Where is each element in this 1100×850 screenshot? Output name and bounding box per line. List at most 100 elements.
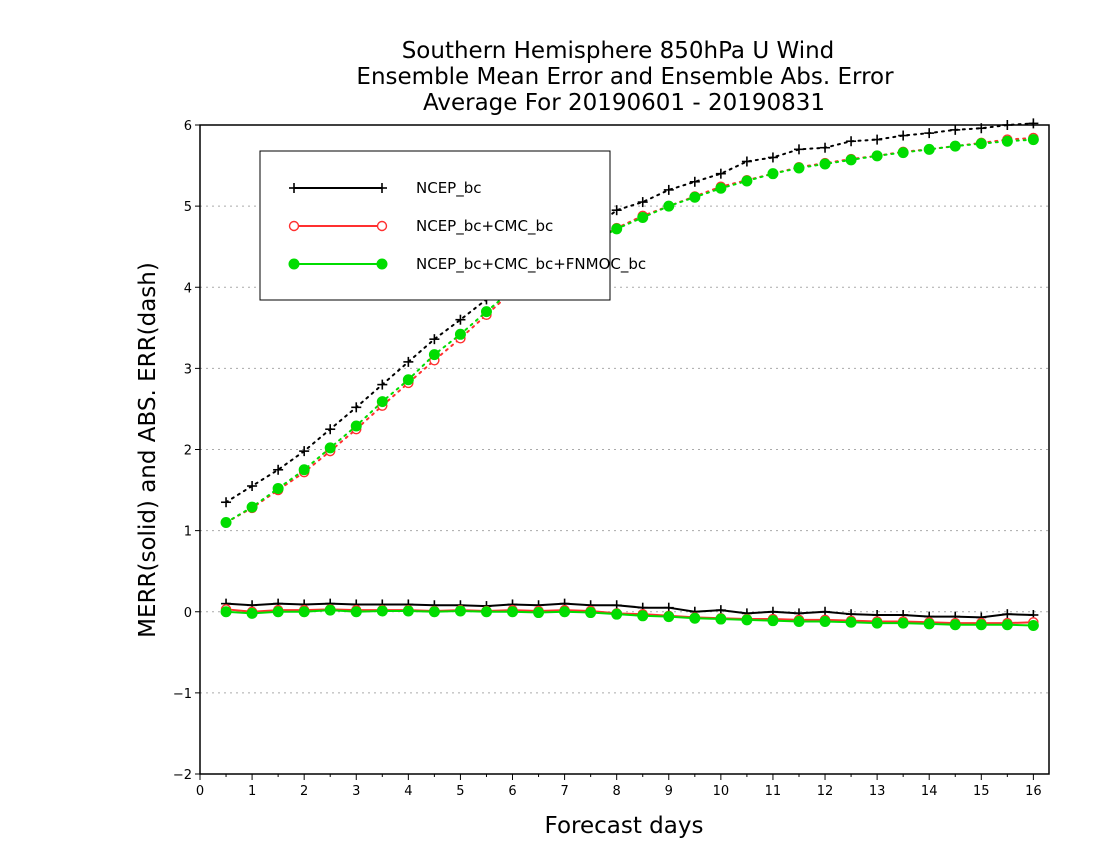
series-2-abs-err-point	[454, 328, 466, 340]
y-tick-label: −1	[173, 687, 192, 702]
series-2-merr-point	[741, 614, 753, 626]
series-2-merr-point	[819, 615, 831, 627]
x-tick-label: 0	[196, 784, 204, 799]
legend-marker-left	[288, 258, 300, 270]
legend-entry-0: NCEP_bc	[289, 179, 482, 198]
series-0-abs-err-point	[689, 176, 700, 187]
series-2-merr-point	[246, 607, 258, 619]
series-2-abs-err-point	[871, 150, 883, 162]
series-0-abs-err-point	[1028, 118, 1039, 129]
series-0-abs-err-point	[741, 156, 752, 167]
series-2-merr-point	[533, 607, 545, 619]
y-tick-label: 6	[184, 119, 192, 134]
series-0-abs-err-point	[820, 142, 831, 153]
x-tick-label: 13	[869, 784, 886, 799]
series-2-merr-point	[949, 619, 961, 631]
x-tick-label: 8	[613, 784, 621, 799]
series-2-merr-point	[220, 606, 232, 618]
series-2-merr-line	[225, 609, 1034, 627]
legend-marker-left	[288, 220, 300, 232]
series-0-abs-err-point	[950, 124, 961, 135]
series-0-abs-err-point	[637, 197, 648, 208]
series-2-merr-point	[376, 605, 388, 617]
legend-marker-left	[289, 183, 299, 193]
series-2-merr-point	[507, 606, 519, 618]
series-0-abs-err-point	[247, 481, 258, 492]
x-tick-label: 11	[765, 784, 782, 799]
series-0-abs-err-point	[377, 379, 388, 390]
x-tick-label: 7	[560, 784, 568, 799]
x-tick-label: 4	[404, 784, 412, 799]
series-0-abs-err-point	[403, 356, 414, 367]
series-0-abs-err-point	[351, 402, 362, 413]
series-2-abs-err-point	[793, 162, 805, 174]
series-0-abs-err-point	[325, 424, 336, 435]
series-2-merr-point	[897, 617, 909, 629]
y-tick-label: 0	[184, 606, 192, 621]
x-tick-label: 12	[817, 784, 834, 799]
series-2-abs-err-point	[975, 138, 987, 150]
series-2-merr-point	[663, 611, 675, 623]
x-tick-label: 1	[248, 784, 256, 799]
series-0-abs-err-point	[273, 464, 284, 475]
series-2-merr-point	[272, 606, 284, 618]
series-2-abs-err-point	[324, 442, 336, 454]
series-2-merr-point	[298, 606, 310, 618]
series-2-merr-point	[454, 605, 466, 617]
chart-title-line-3: Average For 20190601 - 20190831	[423, 90, 825, 116]
legend-marker-right	[376, 258, 388, 270]
legend: NCEP_bc NCEP_bc+CMC_bc NCEP_bc+CMC_bc+FNMO…	[259, 150, 646, 301]
series-2-merr-point	[559, 606, 571, 618]
y-tick-label: 2	[184, 444, 192, 459]
x-tick-label: 6	[508, 784, 516, 799]
legend-label: NCEP_bc+CMC_bc+FNMOC_bc	[416, 255, 646, 274]
series-2-abs-err-point	[350, 420, 362, 432]
series-0-abs-err-point	[793, 144, 804, 155]
series-2-abs-err-point	[272, 482, 284, 494]
legend-entry-2: NCEP_bc+CMC_bc+FNMOC_bc	[288, 255, 646, 274]
series-0-abs-err-point	[898, 130, 909, 141]
chart-title-line-2: Ensemble Mean Error and Ensemble Abs. Er…	[356, 64, 894, 90]
series-2-abs-err-point	[949, 140, 961, 152]
y-tick-label: 4	[184, 281, 192, 296]
x-axis-label: Forecast days	[545, 813, 704, 839]
series-2-abs-err-point	[611, 223, 623, 235]
chart-title: Southern Hemisphere 850hPa U Wind Ensemb…	[356, 38, 894, 116]
x-tick-label: 15	[973, 784, 990, 799]
series-2-merr-point	[1027, 620, 1039, 632]
y-tick-label: 5	[184, 200, 192, 215]
y-tick-label: −2	[173, 768, 192, 783]
chart-title-line-1: Southern Hemisphere 850hPa U Wind	[402, 38, 835, 64]
y-tick-label: 3	[184, 362, 192, 377]
series-0-abs-err-point	[715, 168, 726, 179]
series-2-abs-err-point	[428, 349, 440, 361]
y-tick-label: 1	[184, 525, 192, 540]
series-2-abs-err-point	[1027, 134, 1039, 146]
series-2-merr-point	[871, 617, 883, 629]
series-2-merr-point	[689, 612, 701, 624]
series-2-abs-err-point	[637, 211, 649, 223]
series-2-merr-point	[793, 615, 805, 627]
series-2-abs-err-point	[819, 158, 831, 170]
series-2-abs-err-point	[376, 396, 388, 408]
x-tick-label: 2	[300, 784, 308, 799]
series-2-merr-point	[975, 619, 987, 631]
series-2-abs-err-point	[767, 168, 779, 180]
x-tick-label: 3	[352, 784, 360, 799]
series-2-merr-point	[428, 606, 440, 618]
series-2-abs-err-point	[298, 464, 310, 476]
series-2-abs-err-point	[845, 154, 857, 166]
series-0-abs-err-point	[221, 497, 232, 508]
series-2-abs-err-point	[923, 143, 935, 155]
series-2-abs-err-point	[402, 374, 414, 386]
legend-label: NCEP_bc	[416, 179, 482, 198]
series-2-merr-point	[715, 613, 727, 625]
series-2-merr-point	[923, 618, 935, 630]
series-0-abs-err-point	[767, 152, 778, 163]
series-2-merr-point	[611, 608, 623, 620]
series-2-merr-point	[585, 607, 597, 619]
series-2-abs-err-point	[689, 191, 701, 203]
series-0-abs-err-point	[455, 314, 466, 325]
x-tick-label: 16	[1025, 784, 1042, 799]
series-2-merr-point	[637, 610, 649, 622]
